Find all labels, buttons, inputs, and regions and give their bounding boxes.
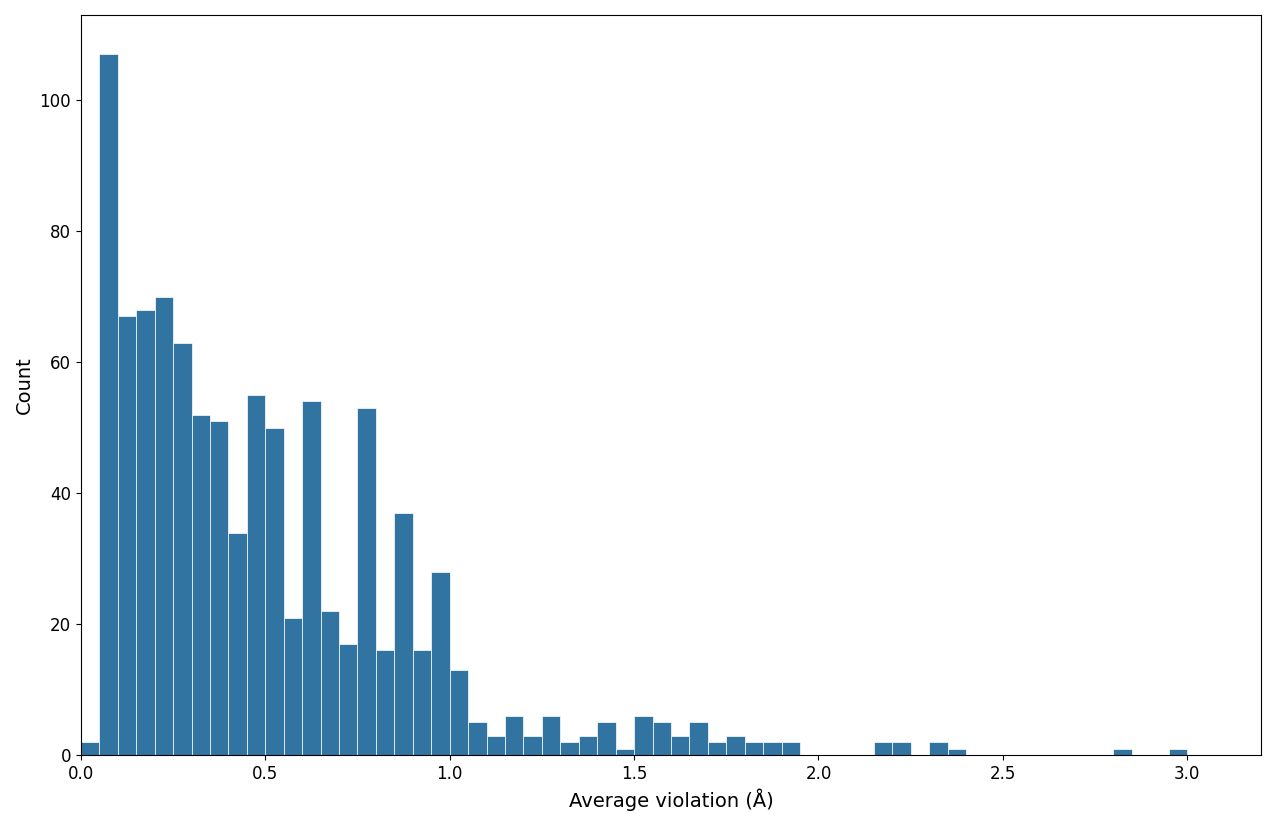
- Bar: [246, 395, 265, 755]
- Bar: [486, 736, 505, 755]
- Bar: [431, 572, 449, 755]
- Bar: [283, 618, 302, 755]
- Bar: [892, 742, 911, 755]
- Bar: [228, 533, 246, 755]
- Bar: [505, 716, 523, 755]
- Bar: [597, 723, 615, 755]
- Bar: [708, 742, 726, 755]
- Bar: [579, 736, 597, 755]
- Bar: [689, 723, 708, 755]
- Bar: [763, 742, 782, 755]
- Bar: [1169, 748, 1187, 755]
- Bar: [376, 650, 394, 755]
- Bar: [137, 310, 154, 755]
- Bar: [174, 343, 191, 755]
- Bar: [117, 316, 137, 755]
- Bar: [652, 723, 671, 755]
- Bar: [339, 643, 357, 755]
- Bar: [523, 736, 542, 755]
- Bar: [745, 742, 763, 755]
- Bar: [948, 748, 966, 755]
- Bar: [413, 650, 431, 755]
- Bar: [874, 742, 892, 755]
- Bar: [671, 736, 689, 755]
- Bar: [449, 670, 468, 755]
- Bar: [634, 716, 652, 755]
- Bar: [1114, 748, 1132, 755]
- Bar: [615, 748, 634, 755]
- Bar: [154, 297, 174, 755]
- Bar: [357, 408, 376, 755]
- Bar: [542, 716, 560, 755]
- Bar: [302, 401, 320, 755]
- Bar: [211, 421, 228, 755]
- Bar: [191, 415, 211, 755]
- Bar: [929, 742, 948, 755]
- X-axis label: Average violation (Å): Average violation (Å): [569, 789, 773, 811]
- Bar: [468, 723, 486, 755]
- Bar: [80, 742, 100, 755]
- Y-axis label: Count: Count: [15, 356, 34, 414]
- Bar: [320, 611, 339, 755]
- Bar: [394, 513, 413, 755]
- Bar: [100, 55, 117, 755]
- Bar: [726, 736, 745, 755]
- Bar: [560, 742, 579, 755]
- Bar: [265, 428, 283, 755]
- Bar: [782, 742, 800, 755]
